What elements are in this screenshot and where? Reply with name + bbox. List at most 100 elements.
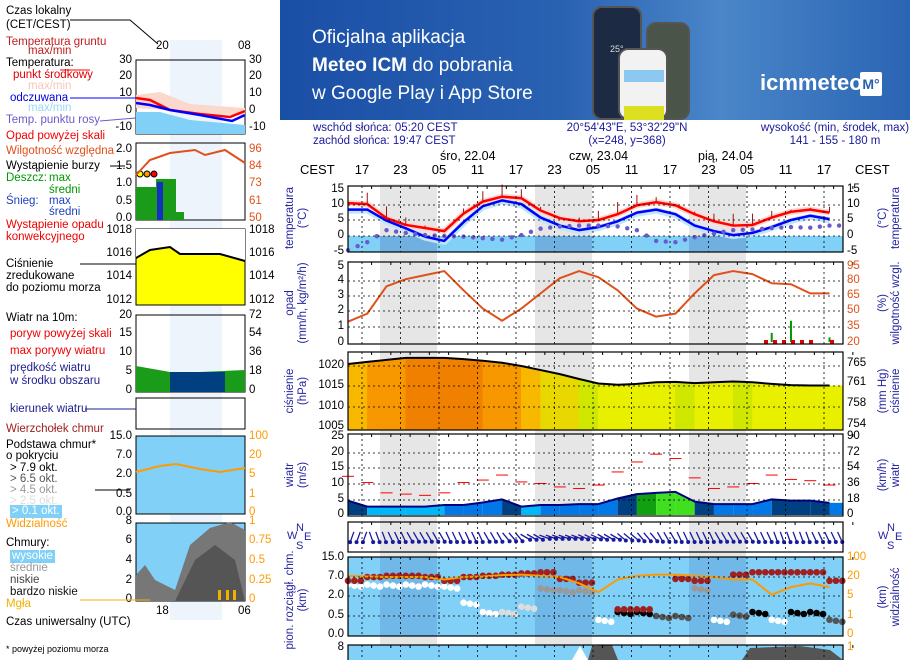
- legend-feels-maxmin: max/min: [28, 102, 72, 114]
- tick-label: -5: [333, 245, 344, 257]
- cloud-top-dot: [755, 568, 763, 576]
- cloud-base-dot: [614, 608, 621, 616]
- cloud-base-dot: [691, 585, 698, 592]
- cloud-base-dot: [729, 611, 737, 618]
- compass-s-label: S: [887, 540, 895, 552]
- cloud-base-dot: [492, 610, 499, 618]
- legend-tick-label: 0: [125, 384, 132, 396]
- wind-speed-fill-segment: [617, 494, 637, 515]
- cloud-top-dot: [466, 573, 474, 581]
- wind-direction-arrow: [779, 531, 785, 543]
- wind-direction-arrow: [798, 531, 804, 543]
- cloud-base-dot: [396, 583, 403, 590]
- app-promo-banner[interactable]: Oficjalna aplikacja Meteo ICM do pobrani…: [280, 0, 910, 120]
- wind-direction-arrowhead: [686, 539, 691, 544]
- wind-direction-arrow: [458, 531, 465, 543]
- legend-ground-temp: Temperatura gruntu: [6, 36, 107, 48]
- cloud-top-dot: [742, 571, 750, 578]
- icmmeteo-logo: icmmeteo: [760, 70, 863, 95]
- wind-direction-arrowhead: [705, 539, 710, 544]
- legend-tick-label: 1016: [249, 247, 275, 259]
- legend-cloud-top: Wierzchołek chmur: [6, 423, 104, 435]
- tick-label: -5: [847, 245, 858, 257]
- pressure-fill-segment: [405, 357, 426, 431]
- hour-label: 05: [739, 162, 755, 177]
- pressure-fill-segment: [675, 381, 695, 431]
- dew-point-dot: [422, 232, 428, 238]
- mini-rain-bar: [176, 212, 184, 220]
- cloud-top-dot: [556, 575, 564, 583]
- wind-direction-arrowhead: [737, 539, 742, 544]
- wind-direction-arrow: [603, 533, 614, 541]
- legend-storm: Wystąpienie burzy: [6, 160, 100, 172]
- cloud-base-dot: [800, 610, 808, 618]
- tick-label: 761: [847, 376, 867, 388]
- wind-direction-arrowhead: [579, 536, 584, 541]
- dew-point-dot: [644, 233, 649, 238]
- legend-tick-label: 0: [125, 593, 132, 605]
- legend-tick-label: 96: [249, 143, 262, 155]
- banner-line-2-rest: do pobrania: [407, 55, 513, 76]
- hour-label: 05: [585, 162, 601, 177]
- cloud-base-dot: [376, 583, 384, 590]
- tick-label: 1: [847, 609, 854, 621]
- cloud-base-dot: [813, 609, 820, 617]
- mini-cloudbase-panel: [135, 435, 246, 515]
- legend-temperature: Temperatura:: [6, 57, 74, 69]
- tick-label: 65: [847, 289, 860, 301]
- pressure-fill-segment: [790, 384, 811, 431]
- wind-direction-arrow: [355, 531, 361, 543]
- cloud-cover-shape: [572, 646, 588, 660]
- wind-direction-arrow: [451, 531, 458, 543]
- tick-label: 15.0: [321, 551, 344, 563]
- pressure-fill-segment: [694, 382, 715, 431]
- dew-point-dot: [557, 224, 563, 229]
- cloud-base-dot: [460, 599, 467, 606]
- tick-label: 1015: [318, 379, 344, 391]
- cloud-base-dot: [344, 581, 352, 588]
- panel-frame-temp: [347, 185, 844, 253]
- cloud-top-dot: [761, 568, 769, 576]
- cloud-top-dot: [678, 575, 686, 583]
- wind-direction-arrowhead: [480, 539, 485, 544]
- hour-label: 11: [470, 162, 485, 177]
- legend-cloud-base: Podstawa chmur*: [6, 439, 97, 451]
- dew-point-dot: [711, 231, 717, 236]
- legend-tick-label: 0.5: [116, 488, 132, 500]
- dew-point-dot: [548, 225, 553, 230]
- legend-local-time: Czas lokalny: [6, 5, 72, 17]
- cloud-top-dot: [768, 568, 776, 576]
- pressure-fill-segment: [540, 369, 561, 431]
- cloud-base-dot: [794, 609, 801, 617]
- compass-n-label: N: [887, 522, 895, 534]
- cloud-cover-sky: [348, 645, 843, 660]
- pressure-fill-segment: [771, 383, 792, 431]
- wind-direction-arrow: [649, 532, 658, 542]
- wind-direction-arrow: [663, 531, 670, 543]
- wind-direction-arrow: [727, 531, 735, 543]
- dew-point-dot: [827, 223, 832, 228]
- legend-tick-label: 10: [249, 87, 262, 99]
- legend-local-hour: 08: [238, 40, 251, 52]
- temperature-line: [347, 195, 830, 233]
- hour-label: 17: [662, 162, 678, 177]
- dew-point-dot: [740, 227, 745, 233]
- wind-direction-arrowhead: [775, 540, 780, 545]
- legend-cloud-base-2: o pokryciu: [6, 450, 59, 462]
- panel-frame-prec: [347, 261, 844, 345]
- pressure-fill-segment: [424, 357, 445, 431]
- tick-label: 3: [337, 289, 344, 301]
- wind-direction-arrowhead: [442, 539, 447, 544]
- cloud-base-dot: [524, 604, 532, 611]
- hour-label: 17: [816, 162, 832, 177]
- wind-direction-arrow: [733, 531, 741, 543]
- cloud-base-dot: [781, 618, 788, 626]
- cloud-base-dot: [543, 586, 551, 593]
- convective-precip-marker: [782, 340, 786, 344]
- legend-tick-label: 54: [249, 327, 262, 339]
- legend-tick-label: 0.25: [249, 574, 272, 586]
- wind-direction-arrowhead: [354, 540, 359, 545]
- legend-tick-label: 1014: [106, 270, 132, 282]
- wind-direction-arrowhead: [534, 537, 539, 542]
- cloud-top-dot: [363, 573, 371, 581]
